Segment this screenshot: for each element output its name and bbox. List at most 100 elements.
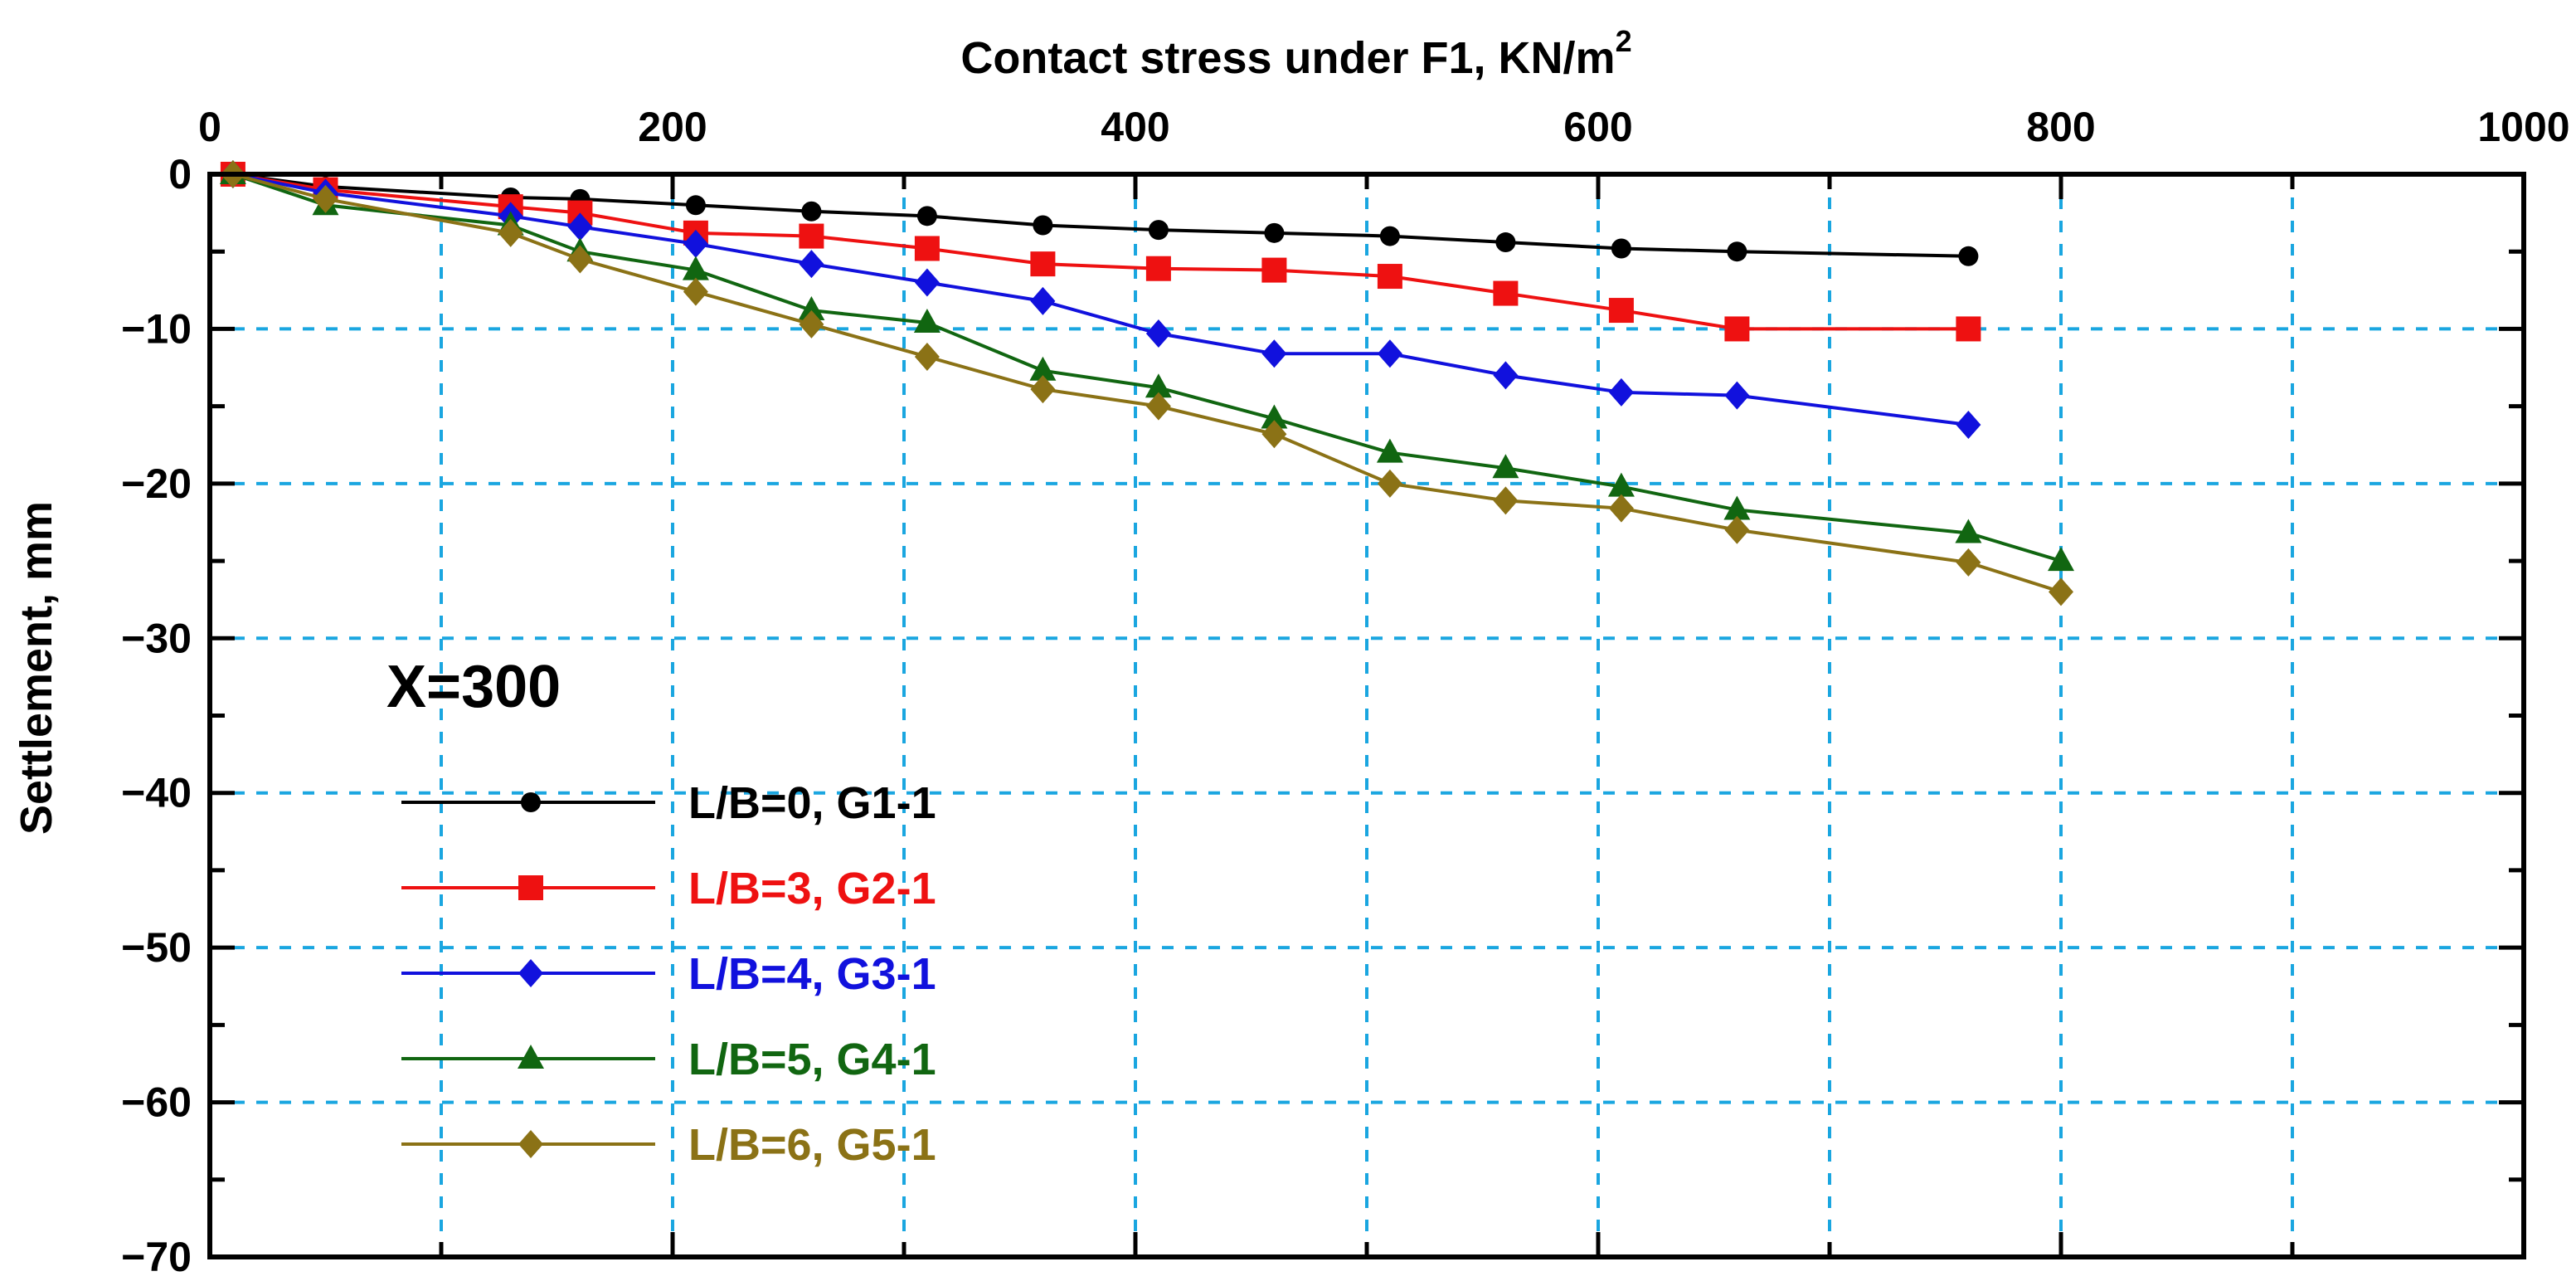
data-point xyxy=(1493,486,1519,515)
legend-marker xyxy=(518,1045,544,1069)
x-tick-label: 800 xyxy=(2026,104,2095,150)
legend-label: L/B=0, G1-1 xyxy=(688,778,936,828)
data-point xyxy=(1261,257,1287,283)
data-point xyxy=(1956,316,1981,342)
legend: L/B=0, G1-1 L/B=3, G2-1 L/B=4, G3-1 L/B=5, … xyxy=(401,778,936,1170)
data-point xyxy=(1955,519,1982,543)
data-point xyxy=(683,229,708,258)
x-tick-label: 200 xyxy=(638,104,707,150)
data-point xyxy=(1145,373,1172,398)
data-point xyxy=(1030,251,1056,277)
data-point xyxy=(1723,495,1751,520)
data-point xyxy=(1264,222,1285,243)
legend-item-1: L/B=0, G1-1 xyxy=(401,778,936,828)
legend-item-4: L/B=5, G4-1 xyxy=(401,1035,936,1084)
data-point xyxy=(1492,454,1519,479)
y-tick-label: −70 xyxy=(121,1234,192,1280)
data-point xyxy=(1261,339,1287,368)
data-point xyxy=(1148,220,1169,241)
series-line xyxy=(232,173,1969,426)
legend-marker xyxy=(518,959,543,987)
data-point xyxy=(1261,420,1287,449)
y-tick-label: −50 xyxy=(121,924,192,971)
data-point xyxy=(913,308,940,333)
data-point xyxy=(1145,319,1171,348)
series-4 xyxy=(219,160,2074,572)
data-point xyxy=(1608,298,1634,324)
data-point xyxy=(799,250,824,279)
y-axis-title: Settlement, mm xyxy=(12,501,61,835)
data-point xyxy=(1956,411,1981,440)
y-tick-label: 0 xyxy=(168,151,192,197)
annotation-label: X=300 xyxy=(386,654,561,720)
data-point xyxy=(1376,438,1403,463)
series-line xyxy=(232,173,2062,594)
x-tick-label: 400 xyxy=(1101,104,1169,150)
data-point xyxy=(1727,241,1747,262)
legend-label: L/B=3, G2-1 xyxy=(688,864,936,913)
legend-marker xyxy=(521,792,541,812)
data-point xyxy=(1724,381,1750,410)
x-tick-labels: 0 200 400 600 800 1000 xyxy=(198,104,2570,150)
data-point xyxy=(1377,339,1402,368)
data-point xyxy=(798,296,825,321)
x-axis-title: Contact stress under F1, KN/m2 xyxy=(960,24,1631,83)
data-point xyxy=(1377,264,1402,290)
plot-frame xyxy=(207,172,2526,1259)
data-point xyxy=(1608,378,1634,407)
data-point xyxy=(567,212,593,241)
data-point xyxy=(498,218,523,247)
data-point xyxy=(1261,404,1288,429)
data-point xyxy=(1030,375,1056,404)
series-line xyxy=(232,173,2062,563)
data-point xyxy=(2048,547,2074,572)
legend-marker xyxy=(518,1130,543,1158)
legend-item-3: L/B=4, G3-1 xyxy=(401,949,936,999)
data-point xyxy=(1145,392,1171,421)
data-point xyxy=(1495,232,1516,253)
x-tick-label: 0 xyxy=(198,104,221,150)
data-point xyxy=(799,309,824,339)
series-1 xyxy=(222,164,1979,266)
data-point xyxy=(1724,515,1750,544)
data-point xyxy=(799,223,824,249)
legend-marker xyxy=(518,875,543,900)
y-tick-label: −30 xyxy=(121,615,192,661)
series-3 xyxy=(220,160,1981,440)
data-point xyxy=(1493,361,1519,390)
data-point xyxy=(1379,226,1400,246)
grid-lines xyxy=(210,174,2524,1257)
series-5 xyxy=(220,160,2073,606)
data-point xyxy=(1033,215,1053,236)
data-point xyxy=(914,342,940,371)
y-tick-label: −20 xyxy=(121,460,192,507)
data-point xyxy=(1145,256,1171,281)
x-tick-label: 1000 xyxy=(2477,104,2569,150)
y-tick-label: −60 xyxy=(121,1079,192,1126)
data-point xyxy=(1493,280,1519,306)
y-tick-label: −10 xyxy=(121,305,192,352)
data-point xyxy=(567,245,593,274)
data-point xyxy=(1724,316,1750,342)
legend-item-2: L/B=3, G2-1 xyxy=(401,864,936,913)
data-point xyxy=(914,268,940,297)
data-point xyxy=(1377,469,1402,498)
data-point xyxy=(1607,472,1635,497)
legend-label: L/B=4, G3-1 xyxy=(688,949,936,999)
legend-label: L/B=6, G5-1 xyxy=(688,1120,936,1170)
data-point xyxy=(682,256,709,280)
data-point xyxy=(313,184,338,213)
data-point xyxy=(1029,356,1057,381)
data-point xyxy=(683,277,708,306)
legend-label: L/B=5, G4-1 xyxy=(688,1035,936,1084)
legend-item-5: L/B=6, G5-1 xyxy=(401,1120,936,1170)
data-point xyxy=(1608,494,1634,523)
x-tick-label: 600 xyxy=(1563,104,1632,150)
series-layer xyxy=(219,160,2074,606)
data-point xyxy=(1611,238,1631,259)
data-point xyxy=(1030,286,1056,315)
y-tick-labels: 0 −10 −20 −30 −40 −50 −60 −70 xyxy=(121,151,192,1280)
data-point xyxy=(2049,577,2073,606)
data-point xyxy=(916,206,937,227)
